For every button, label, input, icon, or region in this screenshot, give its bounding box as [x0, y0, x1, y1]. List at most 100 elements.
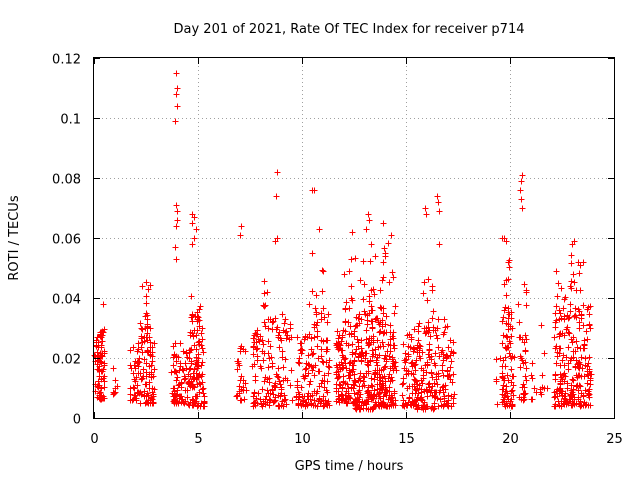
data-point-plus — [441, 316, 448, 323]
data-point-plus — [355, 315, 362, 322]
data-point-plus — [94, 349, 101, 356]
data-point-plus — [378, 367, 385, 374]
data-point-plus — [348, 256, 355, 263]
data-point-plus — [95, 384, 102, 391]
data-point-plus — [557, 310, 564, 317]
data-point-plus — [434, 381, 441, 388]
data-point-plus — [318, 380, 325, 387]
data-point-plus — [336, 381, 343, 388]
data-point-plus — [140, 366, 147, 373]
data-point-plus — [389, 363, 396, 370]
data-point-plus — [414, 405, 421, 412]
data-point-plus — [499, 235, 506, 242]
data-point-plus — [274, 169, 281, 176]
data-point-plus — [283, 401, 290, 408]
data-point-plus — [499, 373, 506, 380]
data-point-plus — [148, 369, 155, 376]
data-point-plus — [319, 267, 326, 274]
data-point-plus — [427, 333, 434, 340]
data-point-plus — [191, 214, 198, 221]
data-point-plus — [435, 316, 442, 323]
data-point-plus — [370, 351, 377, 358]
x-tick-label: 25 — [606, 432, 623, 447]
data-point-plus — [555, 398, 562, 405]
data-point-plus — [576, 319, 583, 326]
data-point-plus — [516, 319, 523, 326]
data-point-plus — [252, 399, 259, 406]
data-point-plus — [390, 274, 397, 281]
data-point-plus — [505, 305, 512, 312]
data-point-plus — [565, 360, 572, 367]
data-point-plus — [172, 118, 179, 125]
data-point-plus — [402, 350, 409, 357]
data-point-plus — [585, 372, 592, 379]
data-point-plus — [333, 369, 340, 376]
data-point-plus — [573, 287, 580, 294]
data-point-plus — [377, 287, 384, 294]
data-point-plus — [573, 357, 580, 364]
data-point-plus — [392, 303, 399, 310]
data-point-plus — [270, 399, 277, 406]
data-point-plus — [346, 375, 353, 382]
data-point-plus — [448, 358, 455, 365]
data-point-plus — [309, 367, 316, 374]
data-point-plus — [352, 379, 359, 386]
data-point-plus — [182, 387, 189, 394]
data-point-plus — [356, 351, 363, 358]
data-point-plus — [426, 384, 433, 391]
data-point-plus — [411, 326, 418, 333]
data-point-plus — [278, 390, 285, 397]
data-point-plus — [135, 340, 142, 347]
data-point-plus — [251, 339, 258, 346]
data-point-plus — [325, 363, 332, 370]
data-point-plus — [374, 386, 381, 393]
data-point-plus — [368, 303, 375, 310]
data-point-plus — [345, 342, 352, 349]
data-point-plus — [371, 387, 378, 394]
data-point-plus — [130, 384, 137, 391]
data-point-plus — [252, 330, 259, 337]
data-point-plus — [410, 371, 417, 378]
data-point-plus — [379, 317, 386, 324]
data-point-plus — [582, 387, 589, 394]
data-point-plus — [356, 375, 363, 382]
data-point-plus — [238, 223, 245, 230]
data-point-plus — [351, 398, 358, 405]
data-point-plus — [368, 241, 375, 248]
data-point-plus — [523, 377, 530, 384]
data-point-plus — [356, 383, 363, 390]
data-point-plus — [138, 333, 145, 340]
data-point-plus — [195, 314, 202, 321]
data-point-plus — [440, 403, 447, 410]
data-point-plus — [316, 396, 323, 403]
data-point-plus — [275, 402, 282, 409]
data-point-plus — [111, 390, 118, 397]
data-point-plus — [189, 241, 196, 248]
data-point-plus — [505, 259, 512, 266]
data-point-plus — [380, 393, 387, 400]
data-point-plus — [346, 305, 353, 312]
data-point-plus — [368, 318, 375, 325]
data-point-plus — [414, 394, 421, 401]
data-point-plus — [436, 353, 443, 360]
data-point-plus — [553, 303, 560, 310]
data-point-plus — [191, 327, 198, 334]
data-point-plus — [450, 371, 457, 378]
data-point-plus — [518, 355, 525, 362]
data-point-plus — [282, 316, 289, 323]
data-point-plus — [147, 352, 154, 359]
data-point-plus — [190, 333, 197, 340]
data-point-plus — [97, 389, 104, 396]
data-point-plus — [569, 376, 576, 383]
data-point-plus — [99, 338, 106, 345]
data-point-plus — [379, 323, 386, 330]
data-point-plus — [233, 393, 240, 400]
data-point-plus — [360, 296, 367, 303]
data-point-plus — [276, 378, 283, 385]
data-point-plus — [412, 401, 419, 408]
data-point-plus — [434, 193, 441, 200]
data-point-plus — [584, 380, 591, 387]
data-point-plus — [101, 326, 108, 333]
data-point-plus — [276, 329, 283, 336]
data-point-plus — [580, 402, 587, 409]
